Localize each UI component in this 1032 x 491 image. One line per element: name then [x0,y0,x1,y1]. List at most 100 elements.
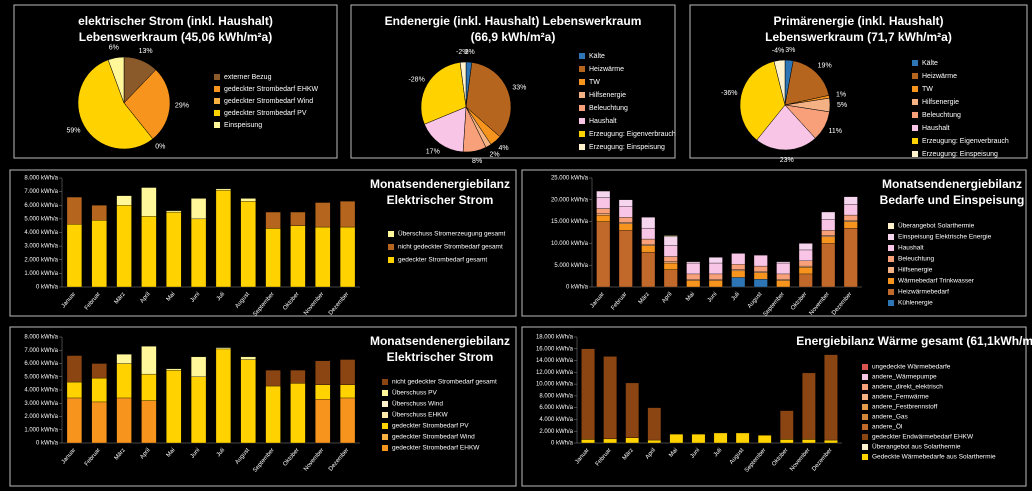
legend-swatch [579,105,585,111]
legend-label: gedeckter Strombedarf EHKW [392,445,480,452]
bar-segment [776,261,791,264]
pie-slice [77,59,154,150]
bar-segment [91,377,107,403]
bar-segment [641,244,656,246]
y-tick-label: 6.000 kWh/a [24,203,58,209]
bar-segment [843,221,858,229]
bar-segment [731,277,746,288]
bar-segment [731,253,746,265]
bar-segment [315,226,331,288]
x-tick-label: Juli [216,291,226,302]
legend-swatch [862,434,868,440]
bar-segment [116,195,132,206]
y-tick-label: 6.000 kWh/a [24,361,58,367]
bar-segment [776,273,791,280]
x-tick-label: Mai [685,291,696,302]
bar-segment [708,279,723,281]
bar-segment [91,363,107,379]
slice-label: -4% [772,47,784,54]
y-tick-label: 2.000 kWh/a [24,257,58,263]
legend-label: Überschuss Stromerzeugung gesamt [398,230,505,238]
bar-segment [753,265,768,272]
chart-panel: Monatsendenergiebilanz Elektrischer Strom… [9,326,517,487]
chart-title: Monatsendenergiebilanz [882,177,1022,191]
legend-label: TW [589,79,600,86]
legend-swatch [862,414,868,420]
legend-label: Wärmebedarf Trinkwasser [898,278,975,285]
bar-segment [641,251,656,288]
chart-title: Primärenergie (inkl. Haushalt) [773,14,943,28]
chart-title: Monatsendenergiebilanz [370,334,510,348]
legend-swatch [382,423,388,429]
pie-slice [756,104,816,151]
y-tick-label: 16.000 kWh/a [536,346,574,352]
legend-swatch [912,60,918,66]
pie-slice [107,56,125,104]
bar-segment [290,383,306,444]
bar-segment [780,439,794,444]
bar-segment [821,219,836,231]
y-tick-label: 8.000 kWh/a [539,393,573,399]
bar-segment [618,206,633,218]
bar-segment [265,369,281,387]
chart-title: Energiebilanz Wärme gesamt (61,1kWh/m²a) [796,334,1032,348]
pie-slice [784,60,830,106]
legend-label: gedeckter Strombedarf EHKW [224,86,319,93]
legend-swatch [382,401,388,407]
y-tick-label: 0 kWh/a [566,285,589,291]
bar-segment [735,432,750,444]
bar-segment [802,439,816,444]
y-tick-label: 8.000 kWh/a [24,176,58,182]
y-tick-label: 4.000 kWh/a [24,230,58,236]
bar-segment [686,261,701,264]
slice-label: 5% [837,102,847,109]
bar-segment [190,376,207,444]
legend-label: Hilfsenergie [922,99,959,106]
x-tick-label: Mai [668,447,679,458]
y-tick-label: 1.000 kWh/a [24,427,58,433]
bar-segment [339,397,356,444]
legend-swatch [912,86,918,92]
chart-panel: Monatsendenergiebilanz Elektrischer Strom… [9,169,517,318]
slice-label: 29% [175,102,189,109]
bar-segment [776,279,791,281]
legend-swatch [862,374,868,380]
slice-label: -2% [456,49,468,56]
legend-label: gedeckter Strombedarf Wind [224,98,313,105]
legend-swatch [888,300,894,306]
legend-label: externer Bezug [224,74,272,81]
bar-segment [753,272,768,280]
legend-swatch [888,245,894,251]
bar-segment [166,211,182,288]
legend-label: Überangebot Solarthermie [898,222,975,230]
slice-label: 8% [472,158,482,165]
legend-label: andere_Festbrennstoff [872,404,937,411]
bar-segment [843,220,858,222]
chart-panel: Energiebilanz Wärme gesamt (61,1kWh/m²a)… [521,326,1032,487]
bar-segment [618,222,633,224]
y-tick-label: 1.000 kWh/a [24,271,58,277]
y-tick-label: 18.000 kWh/a [536,335,574,341]
y-tick-label: 10.000 kWh/a [551,241,589,247]
bar-segment [290,369,306,384]
bar-segment [647,439,662,444]
panel-frame [689,4,1028,159]
bar-segment [821,211,836,220]
legend-swatch [888,234,894,240]
legend-swatch [579,66,585,72]
bar-segment [240,198,256,202]
bar-segment [581,439,595,444]
bar-segment [798,267,813,275]
legend-label: Heizwärme [589,66,624,73]
bar-segment [713,432,728,444]
y-tick-label: 8.000 kWh/a [24,335,58,341]
bar-segment [843,196,858,205]
legend-label: andere_Fernwärme [872,394,929,401]
legend-swatch [888,278,894,284]
bar-segment [315,384,331,400]
bar-segment [116,354,132,364]
legend-label: gedeckter Strombedarf PV [392,423,469,430]
legend-swatch [888,267,894,273]
bar-segment [141,373,157,401]
bar-segment [166,210,182,213]
